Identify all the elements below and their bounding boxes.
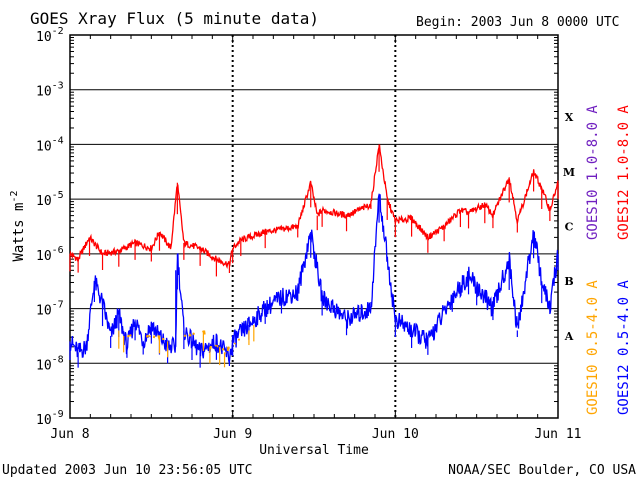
series-line xyxy=(203,330,206,335)
y-axis-title-exponent: -2 xyxy=(9,190,20,202)
series-line xyxy=(233,342,237,345)
y-tick-exponent: -9 xyxy=(52,409,64,420)
y-tick-base: 10 xyxy=(36,304,52,319)
series-line xyxy=(148,335,151,338)
y-tick-label: 10-7 xyxy=(36,300,64,319)
legend-label: GOES10 0.5-4.0 A xyxy=(585,280,601,415)
y-tick-exponent: -6 xyxy=(52,245,64,256)
legend-label: GOES10 1.0-8.0 A xyxy=(585,105,601,240)
y-tick-label: 10-8 xyxy=(36,354,64,373)
y-tick-base: 10 xyxy=(36,358,52,373)
begin-label: Begin: 2003 Jun 8 0000 UTC xyxy=(416,15,620,30)
legend: GOES10 1.0-8.0 A GOES12 1.0-8.0 A GOES10 0… xyxy=(585,105,632,415)
legend-entry: GOES10 1.0-8.0 A xyxy=(585,105,601,240)
credit-label: NOAA/SEC Boulder, CO USA xyxy=(448,463,636,478)
flare-class-label: X xyxy=(565,111,574,124)
flare-class-labels: X M C B A xyxy=(563,111,575,343)
series-line xyxy=(221,348,225,351)
x-tick-label: Jun 9 xyxy=(213,427,252,442)
series-line xyxy=(192,332,195,336)
y-tick-label: 10-5 xyxy=(36,190,64,209)
legend-label: GOES12 0.5-4.0 A xyxy=(616,280,632,415)
updated-label: Updated 2003 Jun 10 23:56:05 UTC xyxy=(2,463,252,478)
y-tick-base: 10 xyxy=(36,139,52,154)
y-tick-base: 10 xyxy=(36,85,52,100)
y-tick-exponent: -8 xyxy=(52,354,64,365)
y-tick-label: 10-4 xyxy=(36,135,64,154)
y-tick-base: 10 xyxy=(36,194,52,209)
svg-text:Watts m-2: Watts m-2 xyxy=(9,190,27,261)
y-tick-base: 10 xyxy=(36,413,52,428)
series-line xyxy=(126,334,130,338)
series-line xyxy=(216,344,219,348)
x-tick-label: Jun 8 xyxy=(50,427,89,442)
y-axis-title-text: Watts m xyxy=(11,203,27,262)
x-axis-title: Universal Time xyxy=(259,443,369,458)
series-line xyxy=(152,335,156,339)
y-tick-exponent: -4 xyxy=(52,135,64,146)
y-axis-title: Watts m-2 xyxy=(9,190,27,261)
y-tick-exponent: -7 xyxy=(52,300,64,311)
series-layer xyxy=(69,144,559,368)
series-line xyxy=(214,344,217,347)
y-tick-base: 10 xyxy=(36,249,52,264)
series-line xyxy=(161,337,165,341)
series-line xyxy=(146,334,149,338)
legend-entry: GOES12 1.0-8.0 A xyxy=(616,105,632,240)
y-tick-label: 10-2 xyxy=(36,26,64,45)
flare-class-label: A xyxy=(564,330,574,343)
flare-class-label: B xyxy=(564,275,573,288)
x-tick-labels: Jun 8 Jun 9 Jun 10 Jun 11 xyxy=(50,427,581,442)
y-tick-exponent: -5 xyxy=(52,190,64,201)
series-line xyxy=(129,334,132,337)
x-tick-label: Jun 11 xyxy=(535,427,582,442)
y-tick-base: 10 xyxy=(36,30,52,45)
y-tick-label: 10-6 xyxy=(36,245,64,264)
y-tick-exponent: -2 xyxy=(52,26,64,37)
chart-title: GOES Xray Flux (5 minute data) xyxy=(30,9,319,28)
y-tick-label: 10-3 xyxy=(36,81,64,100)
legend-entry: GOES10 0.5-4.0 A xyxy=(585,280,601,415)
legend-label: GOES12 1.0-8.0 A xyxy=(616,105,632,240)
series-line xyxy=(188,332,192,337)
flare-class-label: M xyxy=(563,166,575,179)
y-tick-exponent: -3 xyxy=(52,81,64,92)
plot-frame xyxy=(69,34,559,419)
series-line xyxy=(226,346,230,352)
series-line xyxy=(237,338,241,341)
day-dividers xyxy=(69,35,559,418)
x-tick-label: Jun 10 xyxy=(372,427,419,442)
y-tick-label: 10-9 xyxy=(36,409,64,428)
series-line xyxy=(183,334,187,338)
flare-class-label: C xyxy=(565,221,574,234)
y-tick-labels: 10-210-310-410-510-610-710-810-9 xyxy=(36,26,64,428)
legend-entry: GOES12 0.5-4.0 A xyxy=(616,280,632,415)
